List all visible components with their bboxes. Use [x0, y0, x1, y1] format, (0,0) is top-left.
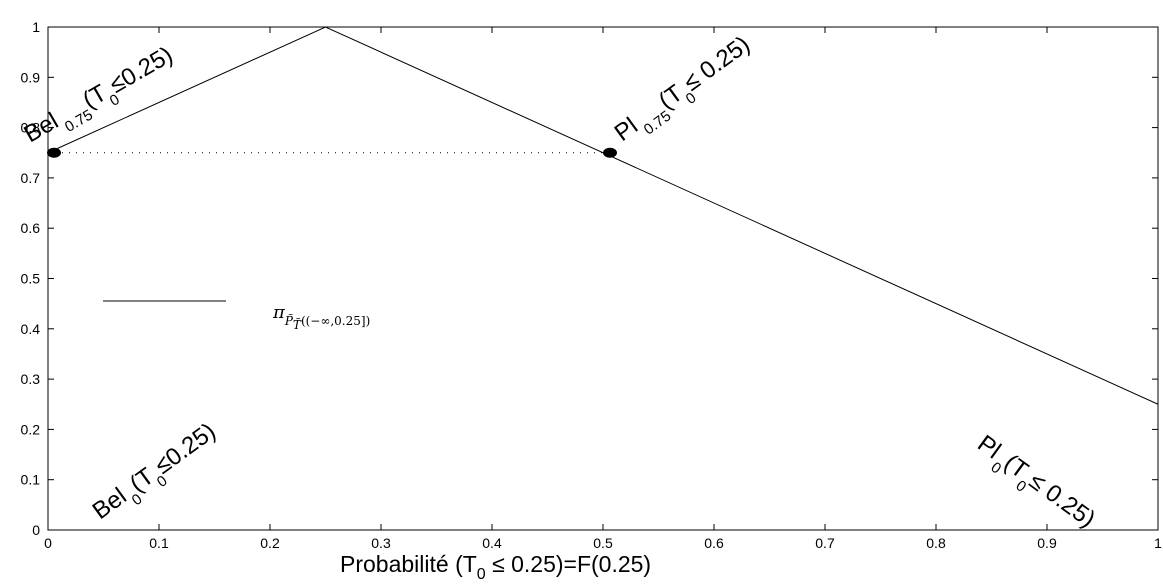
x-axis-label-main: Probabilité (T	[340, 551, 477, 577]
point-marker	[47, 147, 61, 158]
x-tick-label: 0.1	[149, 535, 169, 551]
x-tick-label: 0.8	[926, 535, 946, 551]
y-tick-label: 0.9	[21, 69, 41, 85]
x-axis-label: Probabilité (T0 ≤ 0.25)=F(0.25)	[340, 551, 651, 583]
legend-sub-rest: ((−∞,0.25])	[301, 314, 370, 328]
y-tick-label: 0.7	[21, 170, 41, 186]
y-tick-label: 0.3	[21, 371, 41, 387]
legend-sub1: P̃	[284, 313, 294, 328]
x-tick-label: 0.6	[704, 535, 724, 551]
x-tick-label: 1	[1154, 535, 1162, 551]
legend-label: πP̃T̃((−∞,0.25])	[272, 302, 370, 332]
x-axis-label-rest: ≤ 0.25)=F(0.25)	[486, 551, 651, 577]
y-tick-label: 0.5	[21, 271, 41, 287]
series-line	[47, 26, 1159, 405]
x-tick-label: 0.7	[815, 535, 835, 551]
y-tick-label: 0.8	[21, 120, 41, 136]
y-tick-label: 0.6	[21, 220, 41, 236]
x-axis-label-sub: 0	[477, 566, 486, 583]
x-tick-label: 0.2	[260, 535, 280, 551]
x-tick-label: 0.3	[371, 535, 391, 551]
x-tick-label: 0.5	[593, 535, 613, 551]
y-tick-label: 0.2	[21, 421, 41, 437]
x-tick-label: 0.9	[1037, 535, 1057, 551]
legend-main: π	[272, 302, 286, 323]
marker-layer	[47, 147, 617, 158]
point-marker	[603, 147, 617, 158]
x-tick-label: 0	[44, 535, 52, 551]
x-tick-label: 0.4	[482, 535, 502, 551]
y-tick-label: 0	[32, 522, 40, 538]
y-tick-label: 0.4	[21, 321, 41, 337]
y-tick-label: 1	[32, 19, 40, 35]
series-layer	[47, 26, 1159, 405]
legend-sub2: T̃	[293, 317, 302, 332]
x-tick-labels: 0 0.1 0.2 0.3 0.4 0.5 0.6 0.7 0.8 0.9 1	[44, 535, 1162, 551]
y-tick-labels: 0 0.1 0.2 0.3 0.4 0.5 0.6 0.7 0.8 0.9 1	[21, 19, 41, 538]
axis-ticks	[47, 26, 1159, 531]
plot-area	[47, 26, 1159, 531]
y-tick-label: 0.1	[21, 472, 41, 488]
